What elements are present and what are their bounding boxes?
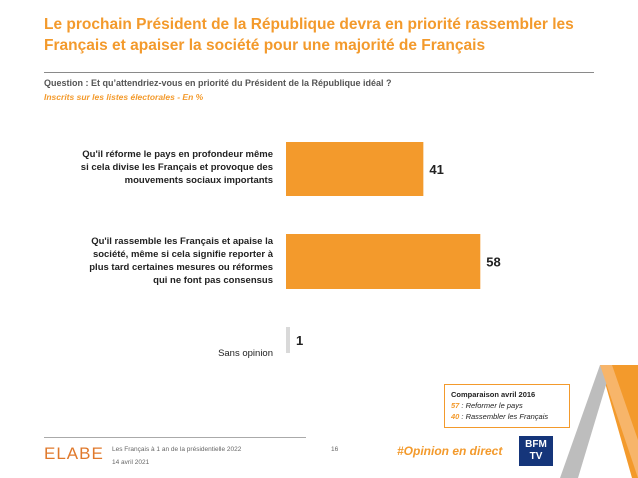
- population-note: Inscrits sur les listes électorales - En…: [44, 92, 204, 102]
- bar-0: [286, 142, 424, 196]
- category-label-sans-opinion: Sans opinion: [33, 347, 273, 360]
- bfm-tv-logo: BFM TV: [519, 436, 553, 466]
- comparison-item-rassembler: 40 : Rassembler les Français: [451, 411, 563, 422]
- page-title: Le prochain Président de la République d…: [44, 16, 574, 54]
- bar-value-label-2: 1: [296, 333, 303, 348]
- category-label-line: société, même si cela signifie reporter …: [92, 249, 273, 260]
- bar-value-label-0: 41: [429, 162, 443, 177]
- category-label-line: Qu'il réforme le pays en profondeur même: [82, 149, 273, 160]
- category-label-line: qui ne font pas consensus: [153, 275, 273, 286]
- comparison-value: 57: [451, 401, 460, 410]
- category-label-line: Qu'il rassemble les Français et apaise l…: [91, 236, 273, 247]
- footer-divider: [44, 437, 306, 438]
- comparison-title: Comparaison avril 2016: [451, 390, 536, 399]
- comparison-item-reformer: 57 : Reformer le pays: [451, 400, 563, 411]
- elabe-logo: ELABE: [44, 444, 104, 463]
- comparison-box: Comparaison avril 2016 57 : Reformer le …: [444, 384, 570, 428]
- study-name: Les Français à 1 an de la présidentielle…: [112, 446, 242, 453]
- category-label-rassembler: Qu'il rassemble les Français et apaise l…: [33, 235, 273, 287]
- title-divider: [44, 72, 594, 73]
- comparison-value: 40: [451, 412, 460, 421]
- bar-value-label-1: 58: [486, 255, 500, 270]
- question-text: Question : Et qu’attendriez-vous en prio…: [44, 78, 392, 88]
- page-number: 16: [331, 446, 339, 453]
- hashtag: #Opinion en direct: [397, 444, 503, 458]
- category-label-line: plus tard certaines mesures ou réformes: [89, 262, 273, 273]
- category-label-reformer: Qu'il réforme le pays en profondeur même…: [33, 148, 273, 187]
- bar-2: [286, 327, 290, 353]
- category-label-line: Sans opinion: [218, 348, 273, 359]
- category-label-line: si cela divise les Français et provoque …: [80, 162, 273, 173]
- comparison-text: : Rassembler les Français: [459, 412, 549, 421]
- category-label-line: mouvements sociaux importants: [124, 175, 273, 186]
- bar-1: [286, 234, 481, 289]
- comparison-text: : Reformer le pays: [459, 401, 523, 410]
- decorative-triangle: [560, 365, 638, 478]
- study-date: 14 avril 2021: [112, 459, 150, 466]
